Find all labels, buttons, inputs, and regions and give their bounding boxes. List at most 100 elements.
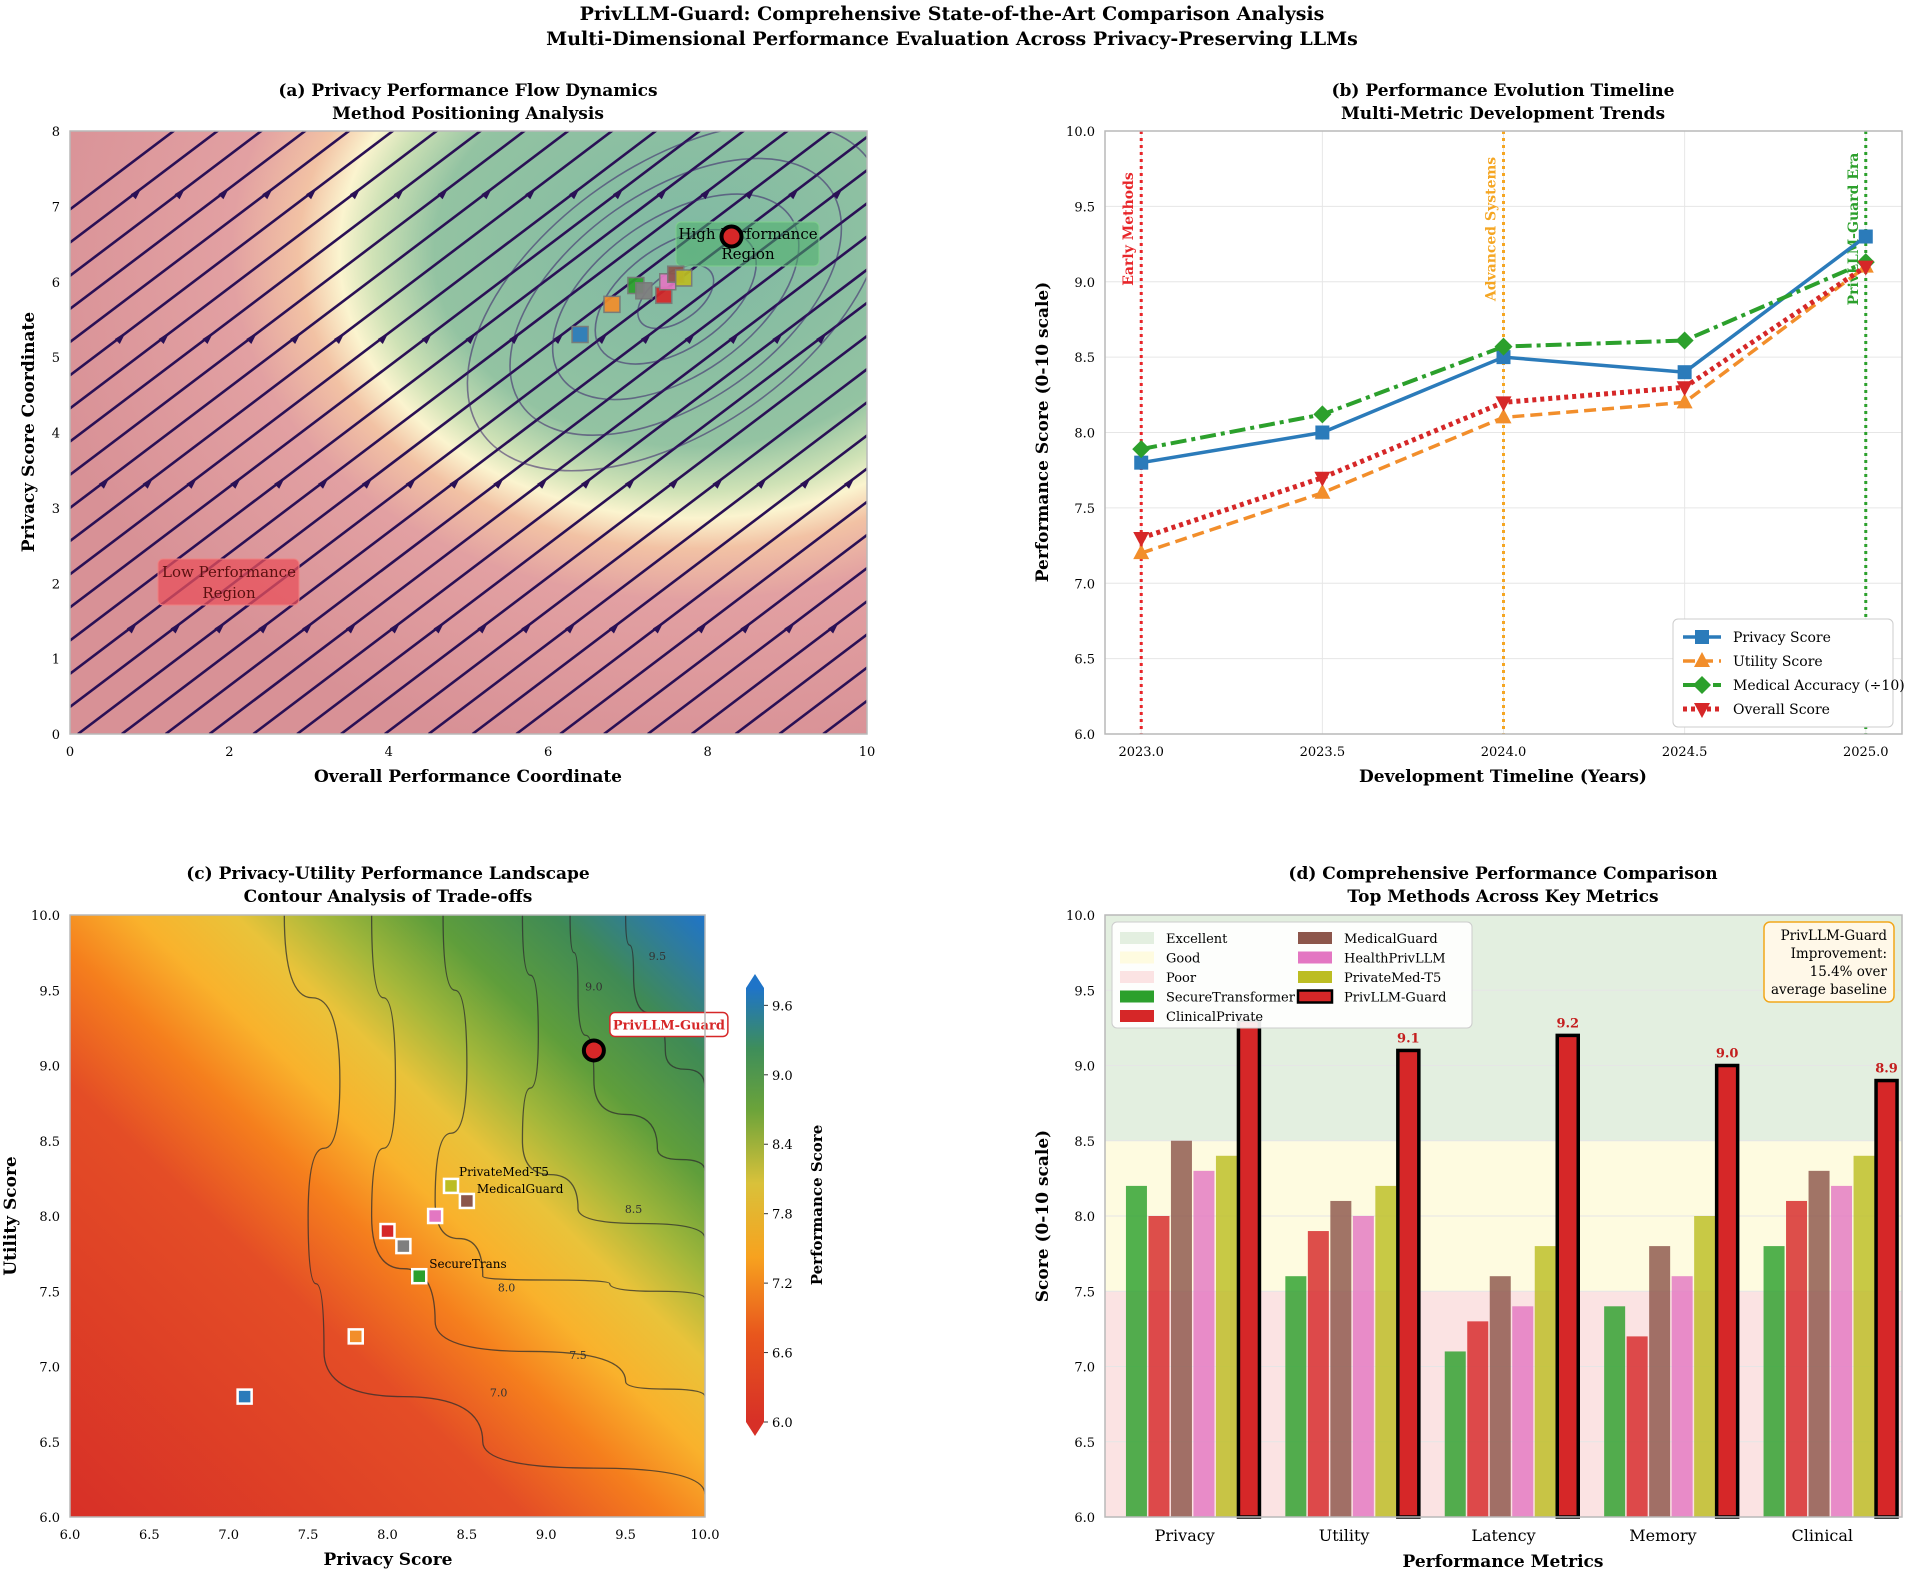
stream-arrow	[421, 332, 433, 345]
method-marker	[674, 269, 693, 287]
swirl-streamline	[509, 157, 843, 436]
colorbar-top-extend	[746, 974, 764, 988]
low-performance-region-box	[157, 558, 300, 606]
series-point	[1315, 425, 1330, 440]
series-point	[1676, 393, 1693, 409]
stream-arrow	[477, 621, 489, 634]
bar	[1853, 1155, 1875, 1517]
x-tick-label: 2023.5	[1300, 745, 1346, 760]
stream-arrow	[258, 621, 270, 634]
stream-arrow	[290, 332, 302, 345]
stream-arrow	[712, 476, 724, 489]
legend-swatch	[1120, 971, 1154, 983]
method-marker	[395, 1237, 412, 1255]
panel-c-title: (c) Privacy-Utility Performance Landscap…	[186, 864, 590, 884]
stream-arrow	[393, 187, 405, 200]
panel-c-contour-chart: (c) Privacy-Utility Performance Landscap…	[1, 864, 826, 1570]
bar-value-label: 9.2	[1556, 1016, 1579, 1031]
streamline	[384, 367, 867, 734]
streamline	[471, 433, 867, 734]
bar	[1125, 1185, 1147, 1517]
x-tick-label: 8.5	[457, 1528, 478, 1543]
y-tick-label: 9.0	[1074, 1060, 1095, 1075]
bar	[1874, 1078, 1899, 1519]
y-tick-label: 8.0	[1074, 1210, 1095, 1225]
legend-label: Medical Accuracy (÷10)	[1733, 678, 1905, 694]
stream-arrow	[345, 621, 357, 634]
bar	[1555, 1033, 1580, 1519]
panel-b-ylabel: Performance Score (0-10 scale)	[1033, 282, 1053, 583]
streamline	[208, 234, 867, 734]
bar	[1352, 1216, 1374, 1517]
stream-arrow	[349, 187, 361, 200]
swirl-streamline	[466, 131, 867, 472]
bar	[1148, 1216, 1170, 1517]
bar	[1170, 1140, 1192, 1517]
stream-arrow	[481, 187, 493, 200]
bar	[1671, 1276, 1693, 1517]
streamline	[70, 131, 746, 643]
y-tick-label: 7.0	[39, 1361, 60, 1376]
x-tick-label: 9.0	[536, 1528, 557, 1543]
bar-value-label: 9.1	[1397, 1031, 1420, 1046]
stream-arrow	[565, 621, 577, 634]
x-tick-label: 7.0	[218, 1528, 239, 1543]
x-tick-label: 9.5	[615, 1528, 636, 1543]
panel-c-xlabel: Privacy Score	[324, 1550, 453, 1570]
legend-label: PrivLLM-Guard	[1344, 991, 1446, 1006]
streamline	[559, 500, 867, 734]
legend-label: Utility Score	[1733, 654, 1823, 670]
series-point	[1313, 405, 1332, 424]
bar	[1307, 1231, 1329, 1517]
contour-label: 7.5	[569, 1349, 587, 1362]
stream-arrow	[668, 476, 680, 489]
contour-lines: 7.0 7.5 8.0 8.5 9.0 9.5	[283, 915, 705, 1495]
panel-c-frame	[69, 914, 706, 1518]
y-tick-label: 9.5	[1074, 200, 1095, 215]
y-tick-label: 6.0	[39, 1511, 60, 1526]
stream-arrow	[581, 476, 593, 489]
panel-c-ylabel: Utility Score	[1, 1156, 21, 1276]
point-label: MedicalGuard	[477, 1182, 564, 1196]
legend-label: MedicalGuard	[1344, 932, 1438, 947]
era-lines: Early Methods Advanced Systems PrivLLM-Gua…	[1121, 131, 1868, 734]
improvement-line-2: Improvement:	[1791, 946, 1887, 962]
contour-label: 8.5	[625, 1203, 643, 1216]
stream-arrow	[218, 187, 230, 200]
legend-label: Overall Score	[1733, 702, 1830, 718]
panel-d-bar-chart: (d) Comprehensive Performance Comparison…	[1033, 864, 1903, 1571]
contour-label: 9.0	[585, 980, 603, 993]
stream-arrow	[377, 332, 389, 345]
bar	[1215, 1155, 1237, 1517]
series-point	[1314, 483, 1331, 499]
streamline	[296, 301, 867, 734]
x-tick-label: 8	[703, 745, 711, 760]
series-point	[1496, 350, 1511, 365]
method-marker	[236, 1388, 253, 1405]
stream-arrow	[525, 187, 537, 200]
point-label: SecureTrans	[429, 1257, 506, 1271]
panel-d-frame	[1104, 914, 1903, 1518]
legend-label: SecureTransformer	[1166, 991, 1296, 1006]
panel-b-title: (b) Performance Evolution Timeline	[1332, 81, 1675, 101]
improvement-line-1: PrivLLM-Guard	[1781, 928, 1888, 944]
point-label: PrivateMed-T5	[459, 1165, 549, 1179]
stream-arrow	[114, 332, 126, 345]
colorbar-tick-label: 8.4	[772, 1138, 793, 1153]
stream-arrow	[756, 476, 768, 489]
method-marker	[379, 1222, 396, 1240]
streamline	[70, 131, 615, 543]
bar	[1534, 1246, 1556, 1517]
stream-arrow	[389, 621, 401, 634]
streamline	[70, 131, 702, 610]
x-tick-label: 2	[225, 745, 233, 760]
stream-arrow	[700, 187, 712, 200]
contour-line	[283, 915, 705, 1495]
y-tick-label: 7.5	[1074, 1285, 1095, 1300]
colorbar-bottom-extend	[746, 1422, 764, 1436]
bar	[1330, 1200, 1352, 1517]
streamline	[70, 131, 439, 411]
category-label: Memory	[1629, 1526, 1696, 1545]
category-label: Privacy	[1155, 1526, 1215, 1545]
